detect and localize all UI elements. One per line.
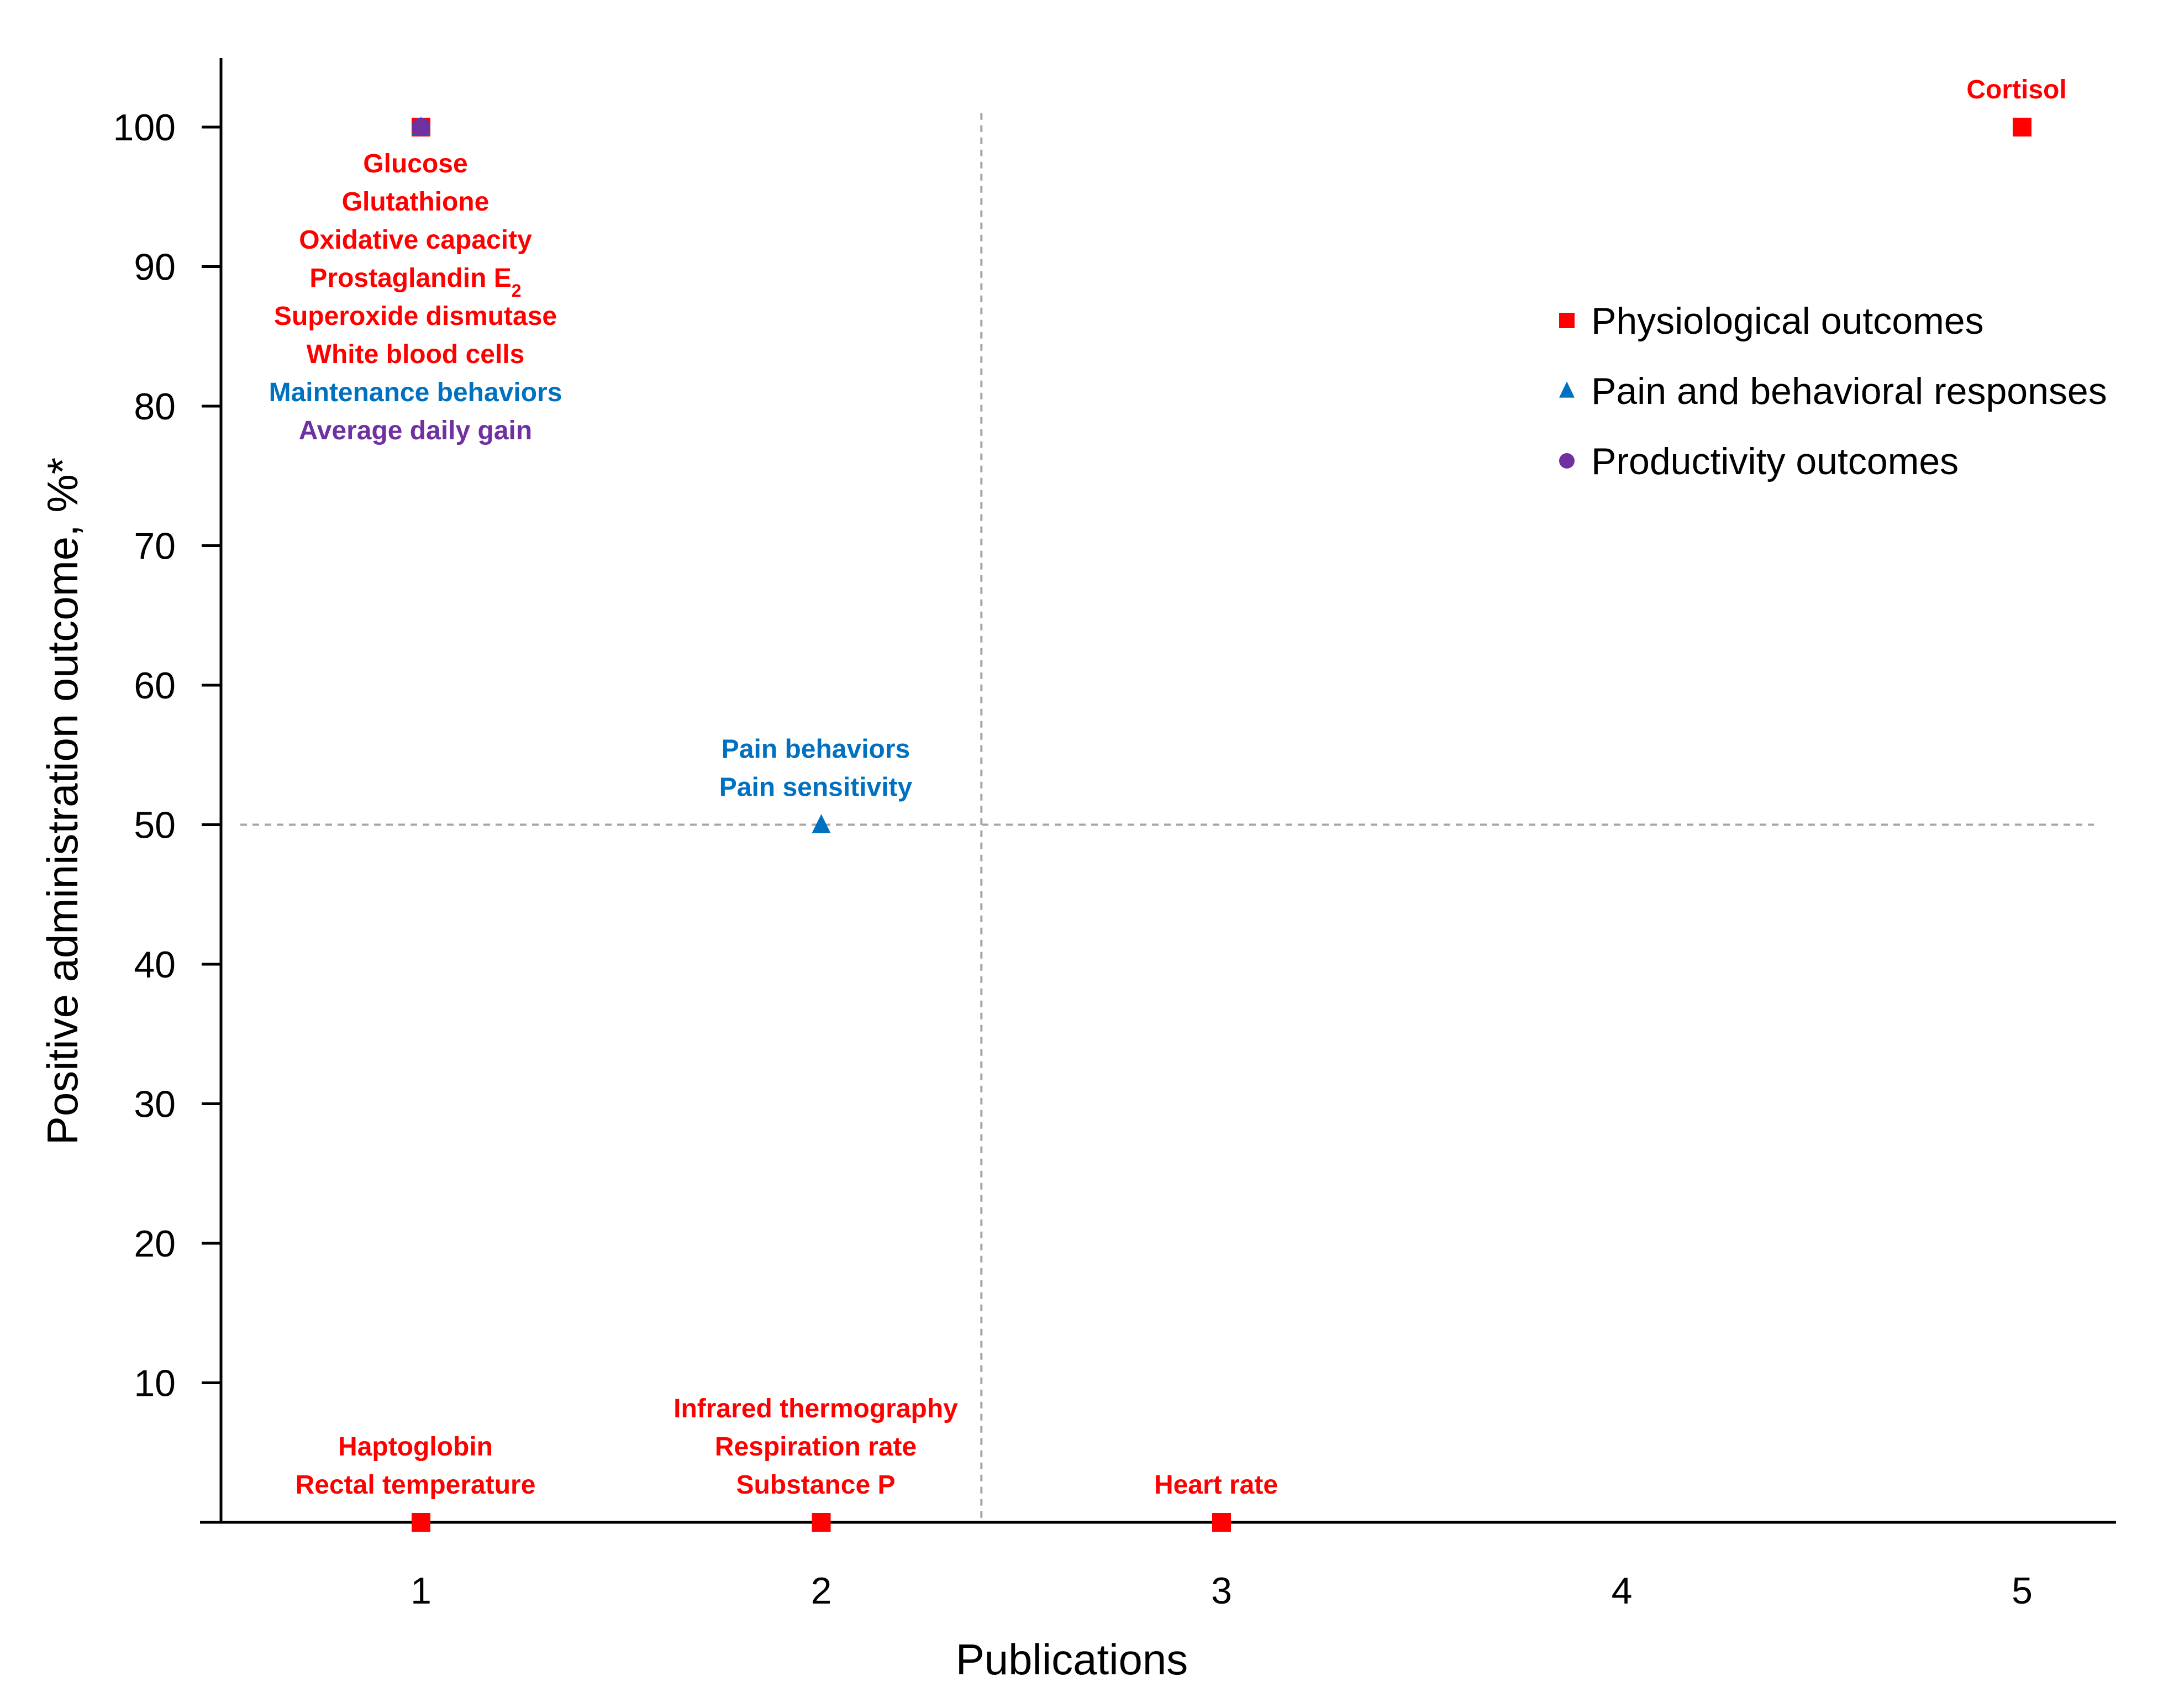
annotation-label: Substance P [736, 1470, 895, 1500]
data-point [812, 814, 831, 833]
data-point [812, 1513, 831, 1532]
legend-marker [1559, 313, 1575, 328]
axes [200, 58, 2116, 1524]
x-tick-label: 2 [811, 1570, 832, 1612]
annotation-label: Rectal temperature [296, 1470, 536, 1500]
annotation-label: Haptoglobin [338, 1432, 493, 1462]
annotation-label: Superoxide dismutase [274, 302, 557, 331]
y-tick-label: 10 [134, 1363, 176, 1405]
annotation-label: Respiration rate [715, 1432, 917, 1462]
annotation-label: Pain behaviors [722, 735, 910, 764]
x-axis-ticks: 1 2 3 4 5 [410, 1570, 2033, 1612]
y-tick-label: 40 [134, 944, 176, 986]
annotation-label: Oxidative capacity [299, 225, 532, 255]
x-tick-label: 4 [1612, 1570, 1633, 1612]
y-tick-label: 80 [134, 386, 176, 428]
annotation-label: Glutathione [342, 187, 490, 217]
x-axis-title: Publications [956, 1635, 1188, 1684]
y-tick-label: 50 [134, 805, 176, 847]
y-tick-label: 90 [134, 246, 176, 288]
y-axis-ticks: 10 20 30 40 50 60 70 80 90 100 [113, 107, 221, 1405]
data-point [412, 118, 430, 136]
x-tick-label: 5 [2012, 1570, 2033, 1612]
annotation-label: Average daily gain [299, 416, 532, 445]
y-tick-label: 60 [134, 665, 176, 707]
y-axis-title: Positive administration outcome, %* [38, 458, 87, 1145]
legend-marker [1559, 381, 1575, 398]
y-tick-label: 20 [134, 1223, 176, 1265]
x-tick-label: 1 [410, 1570, 431, 1612]
data-point [2013, 118, 2031, 136]
annotation-label: Maintenance behaviors [269, 378, 562, 407]
data-point [412, 1513, 430, 1532]
annotation-label: Heart rate [1154, 1470, 1278, 1500]
annotations: Glucose Glutathione Oxidative capacity Pros… [269, 75, 2067, 1500]
annotation-subscript: 2 [512, 281, 522, 301]
data-point [1212, 1513, 1231, 1532]
y-tick-label: 70 [134, 525, 176, 567]
x-tick-label: 3 [1211, 1570, 1232, 1612]
annotation-label: Glucose [363, 149, 467, 178]
data-points [412, 116, 2031, 1532]
annotation-label: White blood cells [307, 340, 525, 369]
legend: Physiological outcomes Pain and behaviora… [1559, 300, 2107, 482]
legend-label: Pain and behavioral responses [1591, 370, 2107, 412]
y-tick-label: 100 [113, 107, 176, 149]
reference-lines [240, 113, 2094, 1522]
legend-label: Productivity outcomes [1591, 440, 1959, 482]
y-tick-label: 30 [134, 1084, 176, 1126]
annotation-label: Cortisol [1966, 75, 2066, 104]
annotation-label: Pain sensitivity [719, 773, 913, 802]
annotation-label: Infrared thermography [673, 1394, 958, 1423]
annotation-label: Prostaglandin E2 [309, 264, 521, 301]
legend-marker [1559, 453, 1575, 469]
legend-label: Physiological outcomes [1591, 300, 1984, 342]
